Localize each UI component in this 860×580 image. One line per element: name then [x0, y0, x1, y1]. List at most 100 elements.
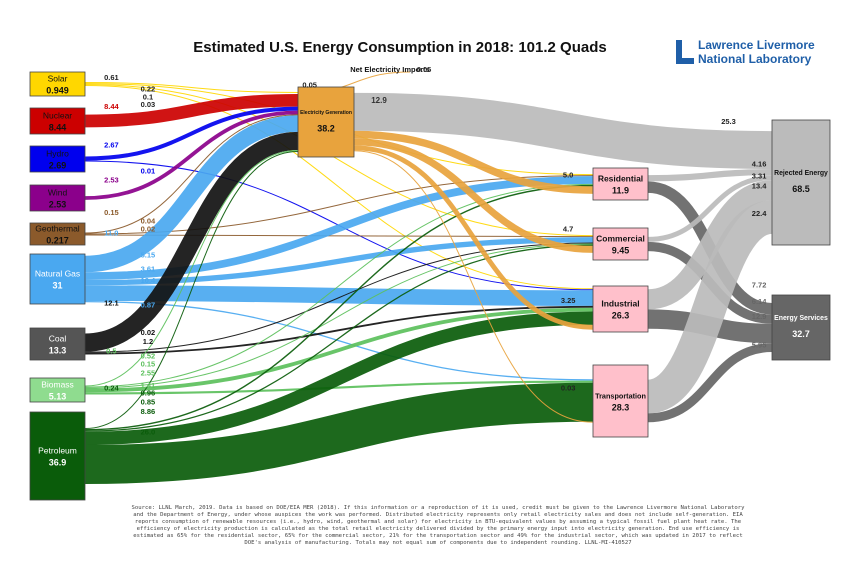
flow-label: 10.4 [141, 276, 156, 285]
flow [84, 307, 594, 393]
flow-label: 0.04 [141, 216, 156, 225]
flow [353, 130, 594, 194]
flow [84, 175, 594, 235]
flow-label: 5.15 [141, 250, 156, 259]
node-label: Residential [598, 174, 643, 184]
flow-label: 3.61 [141, 265, 156, 274]
node-value: 31 [52, 280, 62, 290]
flow-label: 5.0 [563, 171, 573, 180]
flow-label: 3.31 [752, 172, 767, 181]
chart-title: Estimated U.S. Energy Consumption in 201… [193, 39, 606, 56]
flow [84, 106, 299, 161]
node-value: 26.3 [612, 310, 630, 320]
flow [84, 110, 299, 200]
flow [647, 180, 773, 310]
node-label: Net Electricity Imports [350, 65, 430, 74]
flow-label: 0.15 [104, 208, 119, 217]
node-box [592, 364, 649, 438]
flow [84, 82, 299, 93]
node-box [592, 285, 649, 333]
node-label: Geothermal [35, 224, 80, 234]
flow-label: 0.96 [141, 389, 156, 398]
flow [84, 305, 594, 355]
flow [353, 92, 773, 170]
node-box [592, 227, 649, 261]
flow [353, 150, 594, 423]
flow-label: 13.4 [752, 182, 767, 191]
node-box [297, 86, 355, 158]
flow-label: 0.52 [141, 351, 156, 360]
flow-label: 1.2 [143, 337, 153, 346]
node-value: 13.3 [49, 345, 67, 355]
flow [84, 244, 594, 432]
flow [353, 145, 594, 330]
flow [84, 150, 299, 387]
node-label: Nuclear [43, 111, 72, 121]
node-label: Transportation [595, 391, 646, 400]
flow [647, 169, 773, 182]
node-label: Rejected Energy [774, 170, 828, 177]
node-box [29, 327, 86, 361]
node-box [29, 253, 86, 305]
node-delivered: 12.9 [371, 96, 387, 105]
node-box [29, 377, 86, 403]
flow [84, 151, 299, 429]
logo-text: National Laboratory [698, 52, 812, 66]
flow [647, 175, 773, 242]
nodes: Solar0.949Nuclear8.44Hydro2.69Wind2.53Ge… [29, 65, 831, 501]
flow-label: 26.0 [141, 427, 156, 436]
flow [84, 382, 594, 485]
node-value: 28.3 [612, 402, 630, 412]
flow-label: 0.02 [141, 225, 156, 234]
flow-label: 11.0 [104, 228, 118, 237]
flow [84, 114, 299, 234]
flow-label: 4.7 [563, 225, 573, 234]
node-value: 68.5 [792, 184, 810, 194]
flow-label: 0.5 [106, 346, 116, 355]
flow-label: 3.25 [561, 296, 576, 305]
node-label: Electricity Generation [300, 110, 352, 116]
node-box [771, 294, 831, 361]
node-box [29, 222, 86, 246]
node-value: 11.9 [612, 185, 629, 195]
flow [353, 138, 594, 253]
flow-label: 0.85 [141, 397, 156, 406]
node-value: 36.9 [49, 457, 67, 467]
flow [84, 115, 299, 273]
node-box [29, 107, 86, 135]
logo-mark [676, 58, 694, 64]
node-box [771, 119, 831, 246]
node-value: 0.949 [46, 85, 69, 95]
flow-label: 0.61 [104, 73, 119, 82]
node-box [592, 167, 649, 201]
flow-label: 0.03 [561, 383, 576, 392]
node-value: 0.217 [46, 235, 69, 245]
flow [84, 183, 594, 388]
node-label: Wind [48, 188, 68, 198]
flow [84, 131, 299, 352]
flow-label: 25.3 [721, 117, 736, 126]
flow-label: 7.72 [752, 280, 767, 289]
flow-label: 0.01 [141, 166, 156, 175]
flow-label: 0.15 [141, 360, 156, 369]
flow-label: 1.41 [141, 381, 156, 390]
node-label: Biomass [41, 380, 74, 390]
node-box [29, 184, 86, 212]
flow-label: 0.24 [104, 384, 119, 393]
flow-label: 8.86 [141, 407, 156, 416]
flow [84, 243, 594, 389]
node-box [29, 145, 86, 173]
node-label: Industrial [601, 299, 639, 309]
flow [84, 184, 594, 431]
node-label: Natural Gas [35, 269, 80, 279]
flow [84, 242, 594, 353]
node-value: 0.05 [417, 65, 432, 74]
node-label: Energy Services [774, 315, 828, 322]
flow-label: 0.87 [141, 301, 156, 310]
link-labels: 0.610.220.10.030.058.442.670.012.530.150… [104, 73, 767, 436]
flow [84, 234, 594, 238]
flow [84, 311, 594, 446]
footnote: Source: LLNL March, 2019. Data is based … [131, 505, 745, 546]
node-value: 32.7 [792, 329, 810, 339]
